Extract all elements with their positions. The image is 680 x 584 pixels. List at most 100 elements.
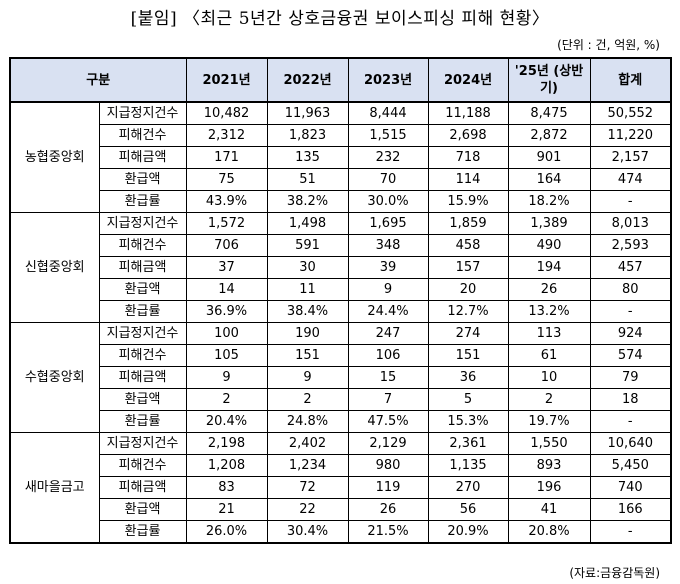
metric-label-cell: 환급률: [98, 300, 187, 323]
value-cell: 151: [266, 344, 349, 367]
total-cell: 80: [589, 278, 672, 301]
total-cell: 924: [589, 322, 672, 345]
metric-label-cell: 환급액: [98, 168, 187, 191]
value-cell: 718: [427, 146, 509, 169]
source-note: (자료:금융감독원): [569, 566, 660, 580]
total-cell: 50,552: [589, 101, 672, 125]
value-cell: 194: [507, 256, 591, 279]
value-cell: 2,129: [347, 432, 429, 455]
metric-label-cell: 지급정지건수: [98, 322, 187, 345]
total-cell: 474: [589, 168, 672, 191]
metric-label-cell: 환급액: [98, 278, 187, 301]
value-cell: 20: [427, 278, 509, 301]
total-cell: 79: [589, 366, 672, 389]
value-cell: 9: [185, 366, 268, 389]
table-body: 농협중앙회 지급정지건수 10,482 11,963 8,444 11,188 8,475 5…: [9, 101, 672, 544]
table-row: 환급률 20.4% 24.8% 47.5% 15.3% 19.7% -: [10, 410, 672, 433]
table-row: 신협중앙회 지급정지건수 1,572 1,498 1,695 1,859 1,389 8,01…: [9, 212, 672, 323]
value-cell: 38.2%: [266, 190, 349, 213]
table-row: 피해건수 2,312 1,823 1,515 2,698 2,872 11,220: [10, 124, 672, 147]
value-cell: 15.3%: [427, 410, 509, 433]
value-cell: 21.5%: [347, 520, 429, 544]
value-cell: 1,135: [427, 454, 509, 477]
value-cell: 2,312: [185, 124, 268, 147]
total-cell: 574: [589, 344, 672, 367]
org-name-cell: 농협중앙회: [9, 101, 100, 213]
value-cell: 83: [185, 476, 268, 499]
value-cell: 9: [266, 366, 349, 389]
total-cell: 166: [589, 498, 672, 521]
header-year-2025h1: '25년 (상반기): [507, 57, 591, 103]
total-cell: -: [589, 520, 672, 544]
table-row: 새마을금고 지급정지건수 2,198 2,402 2,129 2,361 1,550 10,6…: [9, 432, 672, 544]
value-cell: 135: [266, 146, 349, 169]
value-cell: 26: [507, 278, 591, 301]
org-name-cell: 신협중앙회: [9, 212, 100, 323]
table-row: 수협중앙회 지급정지건수 100 190 247 274 113 924: [9, 322, 672, 433]
value-cell: 157: [427, 256, 509, 279]
value-cell: 591: [266, 234, 349, 257]
value-cell: 247: [347, 322, 429, 345]
value-cell: 47.5%: [347, 410, 429, 433]
value-cell: 274: [427, 322, 509, 345]
total-cell: -: [589, 190, 672, 213]
value-cell: 51: [266, 168, 349, 191]
value-cell: 1,572: [185, 212, 268, 235]
metric-label-cell: 지급정지건수: [98, 212, 187, 235]
value-cell: 12.7%: [427, 300, 509, 323]
metric-label-cell: 피해건수: [98, 454, 187, 477]
table-row: 환급액 21 22 26 56 41 166: [10, 498, 672, 521]
metric-label-cell: 피해건수: [98, 124, 187, 147]
metric-label-cell: 피해금액: [98, 366, 187, 389]
value-cell: 30.0%: [347, 190, 429, 213]
org-name-cell: 수협중앙회: [9, 322, 100, 433]
metric-label-cell: 피해금액: [98, 146, 187, 169]
metric-label-cell: 환급률: [98, 190, 187, 213]
table-row: 피해금액 171 135 232 718 901 2,157: [10, 146, 672, 169]
table-row: 피해금액 37 30 39 157 194 457: [10, 256, 672, 279]
total-cell: 2,157: [589, 146, 672, 169]
value-cell: 119: [347, 476, 429, 499]
value-cell: 196: [507, 476, 591, 499]
value-cell: 37: [185, 256, 268, 279]
value-cell: 61: [507, 344, 591, 367]
value-cell: 100: [185, 322, 268, 345]
total-cell: 2,593: [589, 234, 672, 257]
value-cell: 1,859: [427, 212, 509, 235]
value-cell: 2,698: [427, 124, 509, 147]
value-cell: 39: [347, 256, 429, 279]
table-row: 피해건수 105 151 106 151 61 574: [10, 344, 672, 367]
table-row: 환급률 43.9% 38.2% 30.0% 15.9% 18.2% -: [10, 190, 672, 213]
table-row: 농협중앙회 지급정지건수 10,482 11,963 8,444 11,188 8,475 5…: [9, 101, 672, 213]
value-cell: 151: [427, 344, 509, 367]
value-cell: 105: [185, 344, 268, 367]
metric-label-cell: 피해금액: [98, 256, 187, 279]
metric-label-cell: 환급액: [98, 388, 187, 411]
unit-note: (단위 : 건, 억원, %): [557, 38, 660, 52]
value-cell: 70: [347, 168, 429, 191]
value-cell: 26.0%: [185, 520, 268, 544]
value-cell: 13.2%: [507, 300, 591, 323]
metric-label-cell: 지급정지건수: [98, 101, 187, 125]
value-cell: 8,444: [347, 101, 429, 125]
value-cell: 8,475: [507, 101, 591, 125]
value-cell: 171: [185, 146, 268, 169]
table-row: 환급률 26.0% 30.4% 21.5% 20.9% 20.8% -: [10, 520, 672, 544]
value-cell: 113: [507, 322, 591, 345]
value-cell: 706: [185, 234, 268, 257]
value-cell: 9: [347, 278, 429, 301]
value-cell: 7: [347, 388, 429, 411]
value-cell: 38.4%: [266, 300, 349, 323]
total-cell: 5,450: [589, 454, 672, 477]
metric-label-cell: 환급률: [98, 410, 187, 433]
value-cell: 901: [507, 146, 591, 169]
header-year-2021: 2021년: [185, 57, 268, 103]
document-title: [붙임] 〈최근 5년간 상호금융권 보이스피싱 피해 현황〉: [130, 9, 550, 29]
value-cell: 72: [266, 476, 349, 499]
value-cell: 5: [427, 388, 509, 411]
damage-status-table: 구분 2021년 2022년 2023년 2024년 '25년 (상반기) 합계…: [9, 57, 673, 544]
value-cell: 106: [347, 344, 429, 367]
value-cell: 490: [507, 234, 591, 257]
value-cell: 36.9%: [185, 300, 268, 323]
value-cell: 14: [185, 278, 268, 301]
